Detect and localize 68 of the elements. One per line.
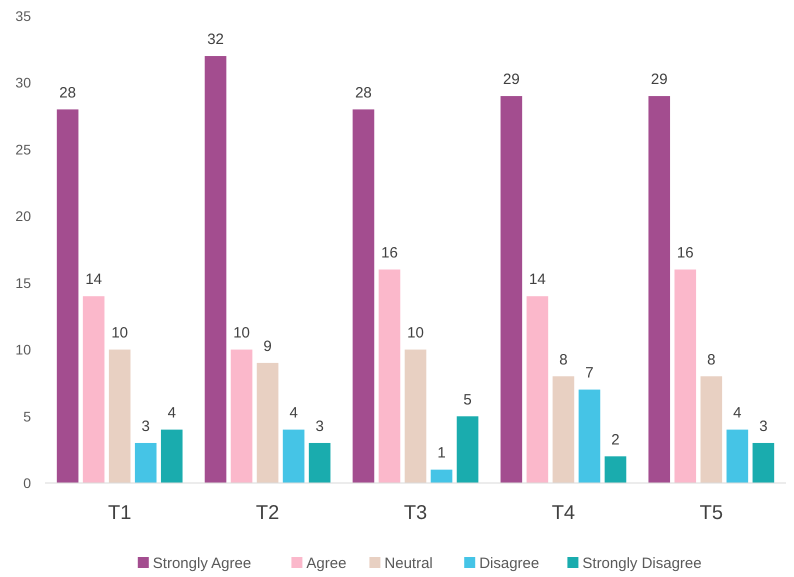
x-tick-label: T3 <box>404 502 428 524</box>
data-label: 8 <box>559 351 568 368</box>
data-label: 10 <box>407 324 424 342</box>
data-label: 14 <box>85 271 102 288</box>
bar <box>378 270 400 483</box>
bar <box>204 56 226 483</box>
bar <box>648 96 670 483</box>
data-label: 3 <box>142 418 150 435</box>
y-tick-label: 15 <box>15 274 32 291</box>
bar <box>282 430 304 483</box>
y-tick-label: 0 <box>23 475 32 491</box>
data-label: 29 <box>650 71 668 88</box>
data-label: 14 <box>529 271 546 288</box>
bar <box>404 350 426 483</box>
bar <box>352 109 374 483</box>
bar <box>256 362 278 483</box>
data-label: 3 <box>315 418 324 435</box>
y-tick-label: 10 <box>15 342 32 358</box>
bar <box>82 296 104 483</box>
bar <box>108 350 130 483</box>
bar <box>674 270 696 483</box>
bar <box>308 442 330 483</box>
data-label: 10 <box>111 324 128 342</box>
data-label: 4 <box>733 404 742 422</box>
bar <box>160 430 183 483</box>
legend-label: Neutral <box>384 555 433 572</box>
data-label: 2 <box>611 431 620 448</box>
bar <box>604 456 626 483</box>
data-label: 3 <box>759 418 768 435</box>
y-tick-label: 30 <box>15 74 32 91</box>
bar <box>134 442 157 483</box>
data-label: 5 <box>463 391 472 408</box>
data-label: 28 <box>59 84 76 102</box>
y-tick-label: 35 <box>15 8 32 24</box>
bar <box>230 350 252 483</box>
bar <box>726 430 748 483</box>
legend-label: Agree <box>306 555 346 572</box>
data-label: 1 <box>437 444 446 462</box>
bar <box>430 470 452 483</box>
x-tick-label: T4 <box>552 502 576 524</box>
data-label: 10 <box>233 324 250 342</box>
data-label: 4 <box>168 404 176 422</box>
y-tick-label: 5 <box>23 408 32 424</box>
bar <box>752 442 774 483</box>
x-tick-label: T2 <box>256 502 280 524</box>
data-label: 32 <box>207 31 224 48</box>
x-tick-label: T1 <box>108 502 132 524</box>
legend-label: Strongly Agree <box>152 555 252 572</box>
y-tick-label: 25 <box>15 141 32 158</box>
data-label: 4 <box>289 404 298 422</box>
legend-label: Strongly Disagree <box>582 555 702 572</box>
data-label: 28 <box>355 84 372 102</box>
data-label: 7 <box>585 364 594 382</box>
data-label: 9 <box>263 338 272 355</box>
data-label: 8 <box>707 351 716 368</box>
bar <box>552 376 574 483</box>
legend-label: Disagree <box>479 555 540 572</box>
data-label: 16 <box>381 244 398 262</box>
bar <box>700 376 722 483</box>
data-label: 29 <box>503 71 520 88</box>
y-tick-label: 20 <box>15 208 32 224</box>
bar <box>56 109 78 483</box>
bar <box>526 296 548 483</box>
data-label: 16 <box>676 244 694 262</box>
bar <box>456 416 478 483</box>
bar <box>500 96 522 483</box>
x-tick-label: T5 <box>700 502 723 524</box>
bar <box>578 390 600 483</box>
